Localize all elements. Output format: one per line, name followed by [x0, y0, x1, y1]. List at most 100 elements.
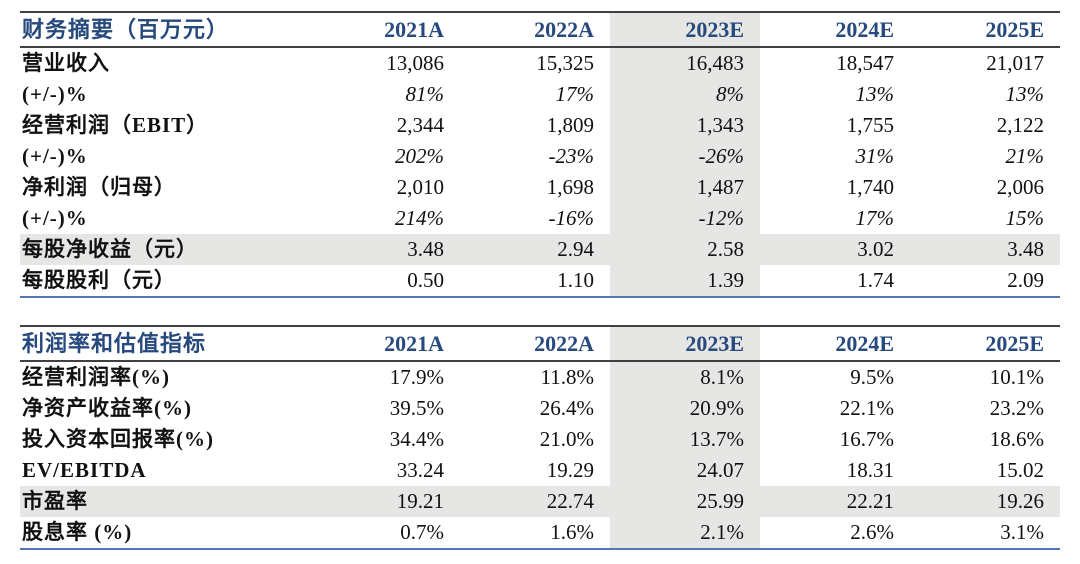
cell-value: 8%: [610, 79, 760, 110]
cell-value: 1,755: [846, 113, 894, 137]
valuation-metrics-table: 利润率和估值指标 2021A 2022A 2023E 2024E 2025E 经营利润率(%…: [20, 325, 1060, 550]
header-row: 利润率和估值指标 2021A 2022A 2023E 2024E 2025E: [20, 325, 1060, 362]
cell-value: 1,343: [610, 110, 760, 141]
cell-value: 15%: [1005, 206, 1045, 230]
table-row: 经营利润（EBIT） 2,344 1,809 1,343 1,755 2,122: [20, 110, 1060, 141]
row-label: 股息率 (%): [20, 517, 310, 550]
cell-value: 18,547: [836, 51, 894, 75]
cell-value: 22.21: [760, 486, 910, 517]
year-column-header: 2023E: [610, 325, 760, 362]
table-row: (+/-)% 214% -16% -12% 17% 15%: [20, 203, 1060, 234]
row-label: (+/-)%: [22, 144, 88, 168]
row-label: 市盈率: [20, 486, 310, 517]
row-label: 净利润（归母）: [22, 175, 176, 199]
table-row: 经营利润率(%) 17.9% 11.8% 8.1% 9.5% 10.1%: [20, 361, 1060, 393]
cell-value: 2.1%: [610, 517, 760, 550]
row-label: 经营利润率(%): [22, 365, 170, 389]
tables-container: 财务摘要（百万元） 2021A 2022A 2023E 2024E 2025E 营业收入 13…: [20, 11, 1060, 550]
cell-value: 19.21: [310, 486, 460, 517]
cell-value: 15,325: [536, 51, 594, 75]
row-label: 投入资本回报率(%): [22, 427, 214, 451]
cell-value: 21.0%: [539, 427, 594, 451]
cell-value: 19.29: [546, 458, 594, 482]
cell-value: 11.8%: [540, 365, 594, 389]
cell-value: 20.9%: [610, 393, 760, 424]
year-column-header: 2024E: [760, 325, 910, 362]
table-row: EV/EBITDA 33.24 19.29 24.07 18.31 15.02: [20, 455, 1060, 486]
cell-value: 3.48: [910, 234, 1060, 265]
cell-value: 1.6%: [460, 517, 610, 550]
cell-value: 17%: [855, 206, 895, 230]
cell-value: 2.6%: [760, 517, 910, 550]
row-label: (+/-)%: [22, 82, 88, 106]
table-title: 财务摘要（百万元）: [20, 11, 310, 48]
cell-value: 0.7%: [310, 517, 460, 550]
cell-value: 13%: [1005, 82, 1045, 106]
cell-value: -12%: [610, 203, 760, 234]
table-row: 净利润（归母） 2,010 1,698 1,487 1,740 2,006: [20, 172, 1060, 203]
year-column-header: 2025E: [910, 325, 1060, 362]
row-label: 经营利润（EBIT）: [22, 113, 209, 137]
year-column-header: 2025E: [910, 11, 1060, 48]
cell-value: 19.26: [910, 486, 1060, 517]
cell-value: 2.94: [460, 234, 610, 265]
cell-value: 2,006: [996, 175, 1044, 199]
cell-value: 9.5%: [850, 365, 894, 389]
cell-value: 2.09: [910, 265, 1060, 298]
cell-value: 1,487: [610, 172, 760, 203]
row-label: 营业收入: [22, 51, 110, 75]
year-column-header: 2022A: [460, 325, 610, 362]
year-column-header: 2021A: [310, 11, 460, 48]
table-title: 利润率和估值指标: [20, 325, 310, 362]
row-label: (+/-)%: [22, 206, 88, 230]
cell-value: 1,809: [546, 113, 594, 137]
cell-value: 2,122: [996, 113, 1044, 137]
cell-value: 2,344: [396, 113, 444, 137]
table-row: 投入资本回报率(%) 34.4% 21.0% 13.7% 16.7% 18.6%: [20, 424, 1060, 455]
cell-value: 21,017: [986, 51, 1044, 75]
cell-value: 22.74: [460, 486, 610, 517]
table-row: 每股净收益（元） 3.48 2.94 2.58 3.02 3.48: [20, 234, 1060, 265]
financial-summary-table: 财务摘要（百万元） 2021A 2022A 2023E 2024E 2025E 营业收入 13…: [20, 11, 1060, 298]
cell-value: 2,010: [396, 175, 444, 199]
cell-value: 22.1%: [839, 396, 894, 420]
table-row: 股息率 (%) 0.7% 1.6% 2.1% 2.6% 3.1%: [20, 517, 1060, 550]
cell-value: 13,086: [386, 51, 444, 75]
header-row: 财务摘要（百万元） 2021A 2022A 2023E 2024E 2025E: [20, 11, 1060, 48]
cell-value: 1.39: [610, 265, 760, 298]
cell-value: 1.10: [460, 265, 610, 298]
cell-value: 17%: [555, 82, 595, 106]
row-label: EV/EBITDA: [22, 458, 147, 482]
table-row: 营业收入 13,086 15,325 16,483 18,547 21,017: [20, 47, 1060, 79]
row-label: 每股净收益（元）: [20, 234, 310, 265]
cell-value: 0.50: [310, 265, 460, 298]
cell-value: 214%: [395, 206, 444, 230]
table-row: (+/-)% 81% 17% 8% 13% 13%: [20, 79, 1060, 110]
cell-value: 3.48: [310, 234, 460, 265]
cell-value: 10.1%: [989, 365, 1044, 389]
cell-value: 25.99: [610, 486, 760, 517]
cell-value: 3.02: [760, 234, 910, 265]
cell-value: 24.07: [610, 455, 760, 486]
cell-value: 1,740: [846, 175, 894, 199]
cell-value: 1,698: [546, 175, 594, 199]
cell-value: 18.31: [846, 458, 894, 482]
cell-value: 31%: [855, 144, 895, 168]
row-label: 每股股利（元）: [20, 265, 310, 298]
table-row: 净资产收益率(%) 39.5% 26.4% 20.9% 22.1% 23.2%: [20, 393, 1060, 424]
cell-value: -26%: [610, 141, 760, 172]
cell-value: 3.1%: [910, 517, 1060, 550]
cell-value: -16%: [548, 206, 595, 230]
cell-value: 13.7%: [610, 424, 760, 455]
cell-value: 26.4%: [539, 396, 594, 420]
table-row: 每股股利（元） 0.50 1.10 1.39 1.74 2.09: [20, 265, 1060, 298]
year-column-header: 2022A: [460, 11, 610, 48]
cell-value: 17.9%: [389, 365, 444, 389]
year-column-header: 2024E: [760, 11, 910, 48]
table-row: (+/-)% 202% -23% -26% 31% 21%: [20, 141, 1060, 172]
cell-value: 39.5%: [389, 396, 444, 420]
cell-value: 8.1%: [610, 361, 760, 393]
year-column-header: 2021A: [310, 325, 460, 362]
cell-value: 2.58: [610, 234, 760, 265]
table-row: 市盈率 19.21 22.74 25.99 22.21 19.26: [20, 486, 1060, 517]
